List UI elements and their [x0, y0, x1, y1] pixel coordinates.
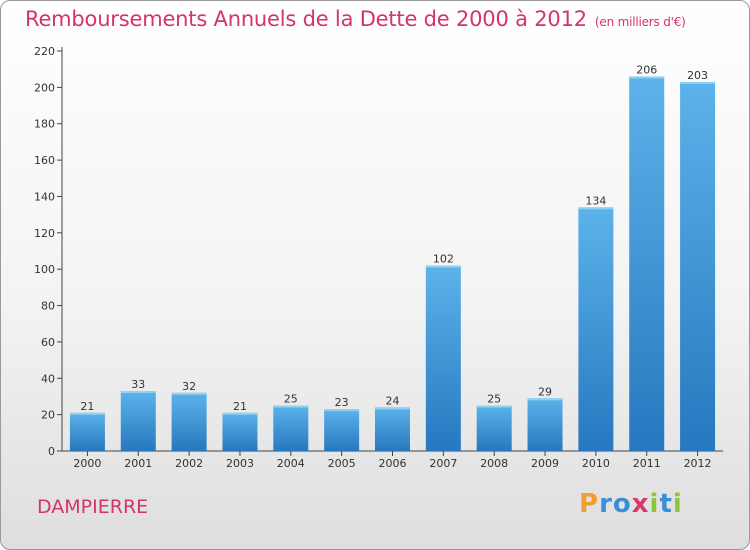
x-tick-label: 2003 [226, 457, 254, 470]
x-tick-label: 2009 [531, 457, 559, 470]
bar [171, 392, 207, 451]
x-tick-label: 2004 [277, 457, 305, 470]
proxiti-logo[interactable]: Proxiti [579, 489, 683, 519]
data-label: 25 [487, 393, 501, 406]
y-tick-label: 40 [41, 372, 55, 385]
bar-highlight [680, 81, 716, 84]
bar [629, 76, 665, 452]
bar [527, 398, 563, 451]
bar [680, 81, 716, 451]
town-name: DAMPIERRE [37, 496, 149, 518]
y-tick-label: 160 [34, 154, 55, 167]
bar-highlight [425, 265, 461, 268]
bar-highlight [629, 76, 665, 79]
bar-highlight [527, 398, 563, 401]
bar [69, 412, 105, 451]
x-tick-label: 2012 [684, 457, 712, 470]
logo-letter: i [649, 489, 660, 519]
x-tick-label: 2005 [328, 457, 356, 470]
logo-letter: r [599, 489, 613, 519]
bar-highlight [120, 391, 156, 393]
data-label: 203 [687, 69, 708, 82]
data-label: 33 [131, 378, 145, 391]
logo-letter: P [579, 489, 600, 519]
y-tick-label: 80 [41, 300, 55, 313]
x-tick-label: 2002 [175, 457, 203, 470]
x-tick-label: 2000 [73, 457, 101, 470]
logo-letter: x [631, 489, 650, 519]
bar-highlight [171, 392, 207, 395]
bar-highlight [69, 412, 105, 415]
x-tick-label: 2008 [480, 457, 508, 470]
x-tick-label: 2006 [379, 457, 407, 470]
y-tick-label: 100 [34, 263, 55, 276]
bar [375, 407, 410, 451]
data-label: 134 [585, 194, 606, 207]
bar-highlight [375, 407, 410, 410]
data-label: 21 [80, 400, 94, 413]
x-tick-label: 2007 [429, 457, 457, 470]
bar [578, 207, 614, 451]
title-unit: (en milliers d'€) [594, 15, 686, 29]
logo-letter: o [612, 489, 632, 519]
data-label: 25 [284, 393, 298, 406]
x-tick-label: 2001 [124, 457, 152, 470]
bar [222, 412, 258, 451]
logo-letter: t [659, 489, 673, 519]
data-label: 29 [538, 385, 552, 398]
bar-highlight [476, 405, 512, 408]
y-tick-label: 120 [34, 227, 55, 240]
y-tick-label: 20 [41, 409, 55, 422]
bar-highlight [324, 409, 360, 412]
data-label: 206 [636, 63, 657, 76]
y-tick-label: 220 [34, 45, 55, 58]
bar-highlight [222, 412, 258, 415]
y-tick-label: 200 [34, 81, 55, 94]
y-tick-label: 0 [48, 445, 55, 458]
data-label: 24 [386, 394, 400, 407]
x-tick-label: 2011 [633, 457, 661, 470]
data-label: 21 [233, 400, 247, 413]
data-label: 102 [433, 253, 454, 266]
bar-highlight [578, 207, 614, 210]
data-label: 23 [335, 396, 349, 409]
data-label: 32 [182, 380, 196, 393]
x-tick-label: 2010 [582, 457, 610, 470]
logo-letter: i [672, 489, 683, 519]
bar-highlight [273, 405, 309, 408]
chart-title: Remboursements Annuels de la Dette de 20… [25, 7, 686, 31]
bar [120, 391, 156, 451]
y-tick-label: 180 [34, 118, 55, 131]
bar [476, 405, 512, 451]
bar [324, 409, 360, 451]
y-tick-label: 140 [34, 190, 55, 203]
bar [273, 405, 309, 451]
y-tick-label: 60 [41, 336, 55, 349]
title-text: Remboursements Annuels de la Dette de 20… [25, 7, 587, 31]
bar [425, 265, 461, 451]
